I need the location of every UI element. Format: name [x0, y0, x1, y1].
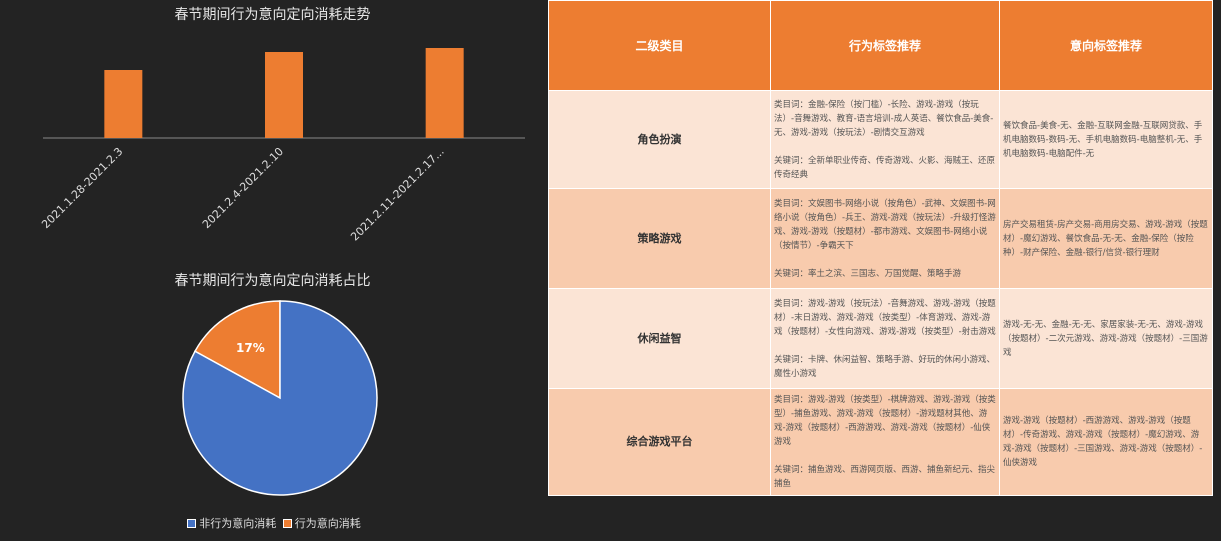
category-words: 类目词：文娱图书-网络小说（按角色）-武神、文娱图书-网络小说（按角色）-兵王、… [774, 198, 996, 251]
pie-chart-title: 春节期间行为意向定向消耗占比 [174, 273, 371, 289]
bar [265, 52, 303, 138]
keywords: 关键词：卡牌、休闲益智、策略手游、好玩的休闲小游戏、魔性小游戏 [774, 354, 996, 379]
bar-chart: 2021.1.28-2021.2.3 2021.2.4-2021.2.10 2021… [39, 48, 525, 244]
legend-label: 非行为意向消耗 [199, 517, 277, 530]
legend-label: 行为意向消耗 [294, 517, 361, 530]
table-row: 休闲益智 类目词：游戏-游戏（按玩法）-音舞游戏、游戏-游戏（按题材）-末日游戏… [548, 288, 1213, 389]
intent-cell: 游戏-无-无、金融-无-无、家居家装-无-无、游戏-游戏（按题材）-二次元游戏、… [999, 288, 1213, 389]
pie-slice [193, 300, 281, 400]
category-cell: 综合游戏平台 [548, 388, 771, 496]
table-row: 综合游戏平台 类目词：游戏-游戏（按类型）-棋牌游戏、游戏-游戏（按类型）-捕鱼… [548, 388, 1213, 496]
tag-recommendation-table: 二级类目 行为标签推荐 意向标签推荐 角色扮演 类目词：金融-保险（按门槛）-长… [548, 0, 1213, 496]
legend-swatch-orange [282, 519, 292, 528]
x-tick-label: 2021.1.28-2021.2.3 [39, 145, 125, 231]
category-cell: 休闲益智 [548, 288, 771, 389]
category-cell: 策略游戏 [548, 188, 771, 289]
behavior-cell: 类目词：金融-保险（按门槛）-长险、游戏-游戏（按玩法）-音舞游戏、教育-语言培… [770, 90, 1000, 189]
legend-swatch-blue [187, 519, 197, 528]
charts-panel: 春节期间行为意向定向消耗走势 2021.1.28-2021.2.3 2021.2.… [0, 0, 545, 541]
bar [425, 48, 464, 138]
keywords: 关键词：捕鱼游戏、西游网页版、西游、捕鱼新纪元、指尖捕鱼 [774, 465, 996, 489]
x-tick-label: 2021.2.11-2021.2.17... [348, 145, 447, 244]
pie-data-label: 17% [236, 341, 265, 355]
category-cell: 角色扮演 [548, 90, 771, 189]
pie-legend: 非行为意向消耗 行为意向消耗 [0, 515, 545, 531]
intent-cell: 游戏-游戏（按题材）-西游游戏、游戏-游戏（按题材）-传奇游戏、游戏-游戏（按题… [999, 388, 1213, 496]
behavior-cell: 类目词：游戏-游戏（按玩法）-音舞游戏、游戏-游戏（按题材）-末日游戏、游戏-游… [770, 288, 1000, 389]
behavior-cell: 类目词：文娱图书-网络小说（按角色）-武神、文娱图书-网络小说（按角色）-兵王、… [770, 188, 1000, 289]
intent-cell: 餐饮食品-美食-无、金融-互联网金融-互联网贷款、手机电脑数码-数码-无、手机电… [999, 90, 1213, 189]
pie-chart: 17% [182, 300, 378, 496]
header-behavior: 行为标签推荐 [770, 0, 1000, 91]
table-row: 策略游戏 类目词：文娱图书-网络小说（按角色）-武神、文娱图书-网络小说（按角色… [548, 188, 1213, 289]
intent-cell: 房产交易租赁-房产交易-商用房交易、游戏-游戏（按题材）-魔幻游戏、餐饮食品-无… [999, 188, 1213, 289]
header-category: 二级类目 [548, 0, 771, 91]
header-intent: 意向标签推荐 [999, 0, 1213, 91]
category-words: 类目词：游戏-游戏（按玩法）-音舞游戏、游戏-游戏（按题材）-末日游戏、游戏-游… [774, 298, 996, 337]
table-row: 角色扮演 类目词：金融-保险（按门槛）-长险、游戏-游戏（按玩法）-音舞游戏、教… [548, 90, 1213, 189]
category-words: 类目词：金融-保险（按门槛）-长险、游戏-游戏（按玩法）-音舞游戏、教育-语言培… [774, 99, 994, 138]
x-tick-label: 2021.2.4-2021.2.10 [200, 145, 286, 231]
bar-chart-title: 春节期间行为意向定向消耗走势 [174, 7, 371, 23]
keywords: 关键词：率土之滨、三国志、万国觉醒、策略手游 [774, 268, 962, 279]
behavior-cell: 类目词：游戏-游戏（按类型）-棋牌游戏、游戏-游戏（按类型）-捕鱼游戏、游戏-游… [770, 388, 1000, 496]
pie-slice [182, 300, 378, 496]
category-words: 类目词：游戏-游戏（按类型）-棋牌游戏、游戏-游戏（按类型）-捕鱼游戏、游戏-游… [774, 395, 996, 447]
bar [104, 70, 143, 138]
keywords: 关键词：全新单职业传奇、传奇游戏、火影、海贼王、还原传奇经典 [774, 155, 996, 180]
